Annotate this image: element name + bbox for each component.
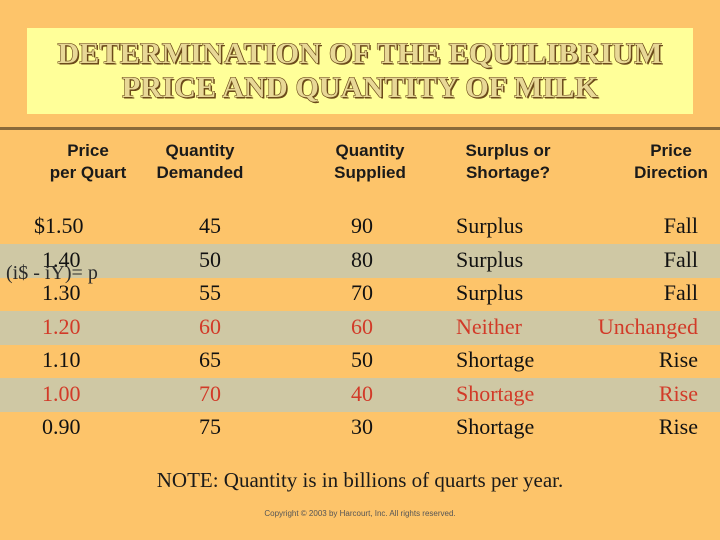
cell-supplied: 90 xyxy=(351,213,373,238)
cell-status: Shortage xyxy=(456,414,535,439)
cell-price: 1.10 xyxy=(42,347,81,372)
cell-demanded: 55 xyxy=(199,280,221,305)
cell-demanded: 50 xyxy=(199,246,221,272)
quantity-note: NOTE: Quantity is in billions of quarts … xyxy=(156,468,564,492)
cell-price: 1.20 xyxy=(42,313,81,339)
cell-demanded: 70 xyxy=(199,380,221,406)
cell-supplied: 40 xyxy=(351,380,373,406)
overlay-formula: (i$ - iY)= p xyxy=(6,262,98,284)
cell-price: 1.30 xyxy=(42,280,81,305)
title-line-1: DETERMINATION OF THE EQUILIBRIUM xyxy=(57,37,663,70)
cell-price: $1.50 xyxy=(34,213,84,238)
cell-direction: Rise xyxy=(658,347,698,372)
cell-status: Surplus xyxy=(456,280,524,305)
header-price-direction: Price Direction xyxy=(634,141,708,182)
cell-demanded: 60 xyxy=(199,313,221,339)
header-price: Price per Quart xyxy=(49,141,127,182)
title-box: DETERMINATION OF THE EQUILIBRIUM PRICE A… xyxy=(27,28,693,114)
cell-direction: Fall xyxy=(663,280,698,305)
row-band xyxy=(0,310,720,345)
cell-supplied: 30 xyxy=(351,414,373,439)
cell-status: Shortage xyxy=(456,347,535,372)
header-quantity-supplied: Quantity Supplied xyxy=(334,141,406,182)
cell-supplied: 70 xyxy=(351,280,373,305)
cell-price: 1.00 xyxy=(42,380,81,406)
cell-price: 0.90 xyxy=(42,414,81,439)
header-quantity-demanded: Quantity Demanded xyxy=(156,141,244,182)
cell-direction: Fall xyxy=(663,246,698,272)
header-rule xyxy=(0,127,720,130)
row-band xyxy=(0,243,720,278)
cell-status: Surplus xyxy=(456,246,524,272)
cell-direction: Rise xyxy=(658,380,698,406)
cell-status: Neither xyxy=(456,313,522,339)
cell-direction: Rise xyxy=(658,414,698,439)
cell-direction: Unchanged xyxy=(597,313,698,339)
title-line-2: PRICE AND QUANTITY OF MILK xyxy=(121,71,599,104)
header-surplus-shortage: Surplus or Shortage? xyxy=(465,141,551,182)
cell-demanded: 45 xyxy=(199,213,221,238)
cell-status: Shortage xyxy=(456,380,535,406)
cell-demanded: 65 xyxy=(199,347,221,372)
cell-supplied: 50 xyxy=(351,347,373,372)
cell-demanded: 75 xyxy=(199,414,221,439)
cell-supplied: 80 xyxy=(351,246,373,272)
cell-direction: Fall xyxy=(663,213,698,238)
cell-supplied: 60 xyxy=(351,313,373,339)
row-band xyxy=(0,377,720,412)
cell-price: 1.40 xyxy=(42,246,81,272)
cell-status: Surplus xyxy=(456,213,524,238)
copyright: Copyright © 2003 by Harcourt, Inc. All r… xyxy=(264,509,456,518)
